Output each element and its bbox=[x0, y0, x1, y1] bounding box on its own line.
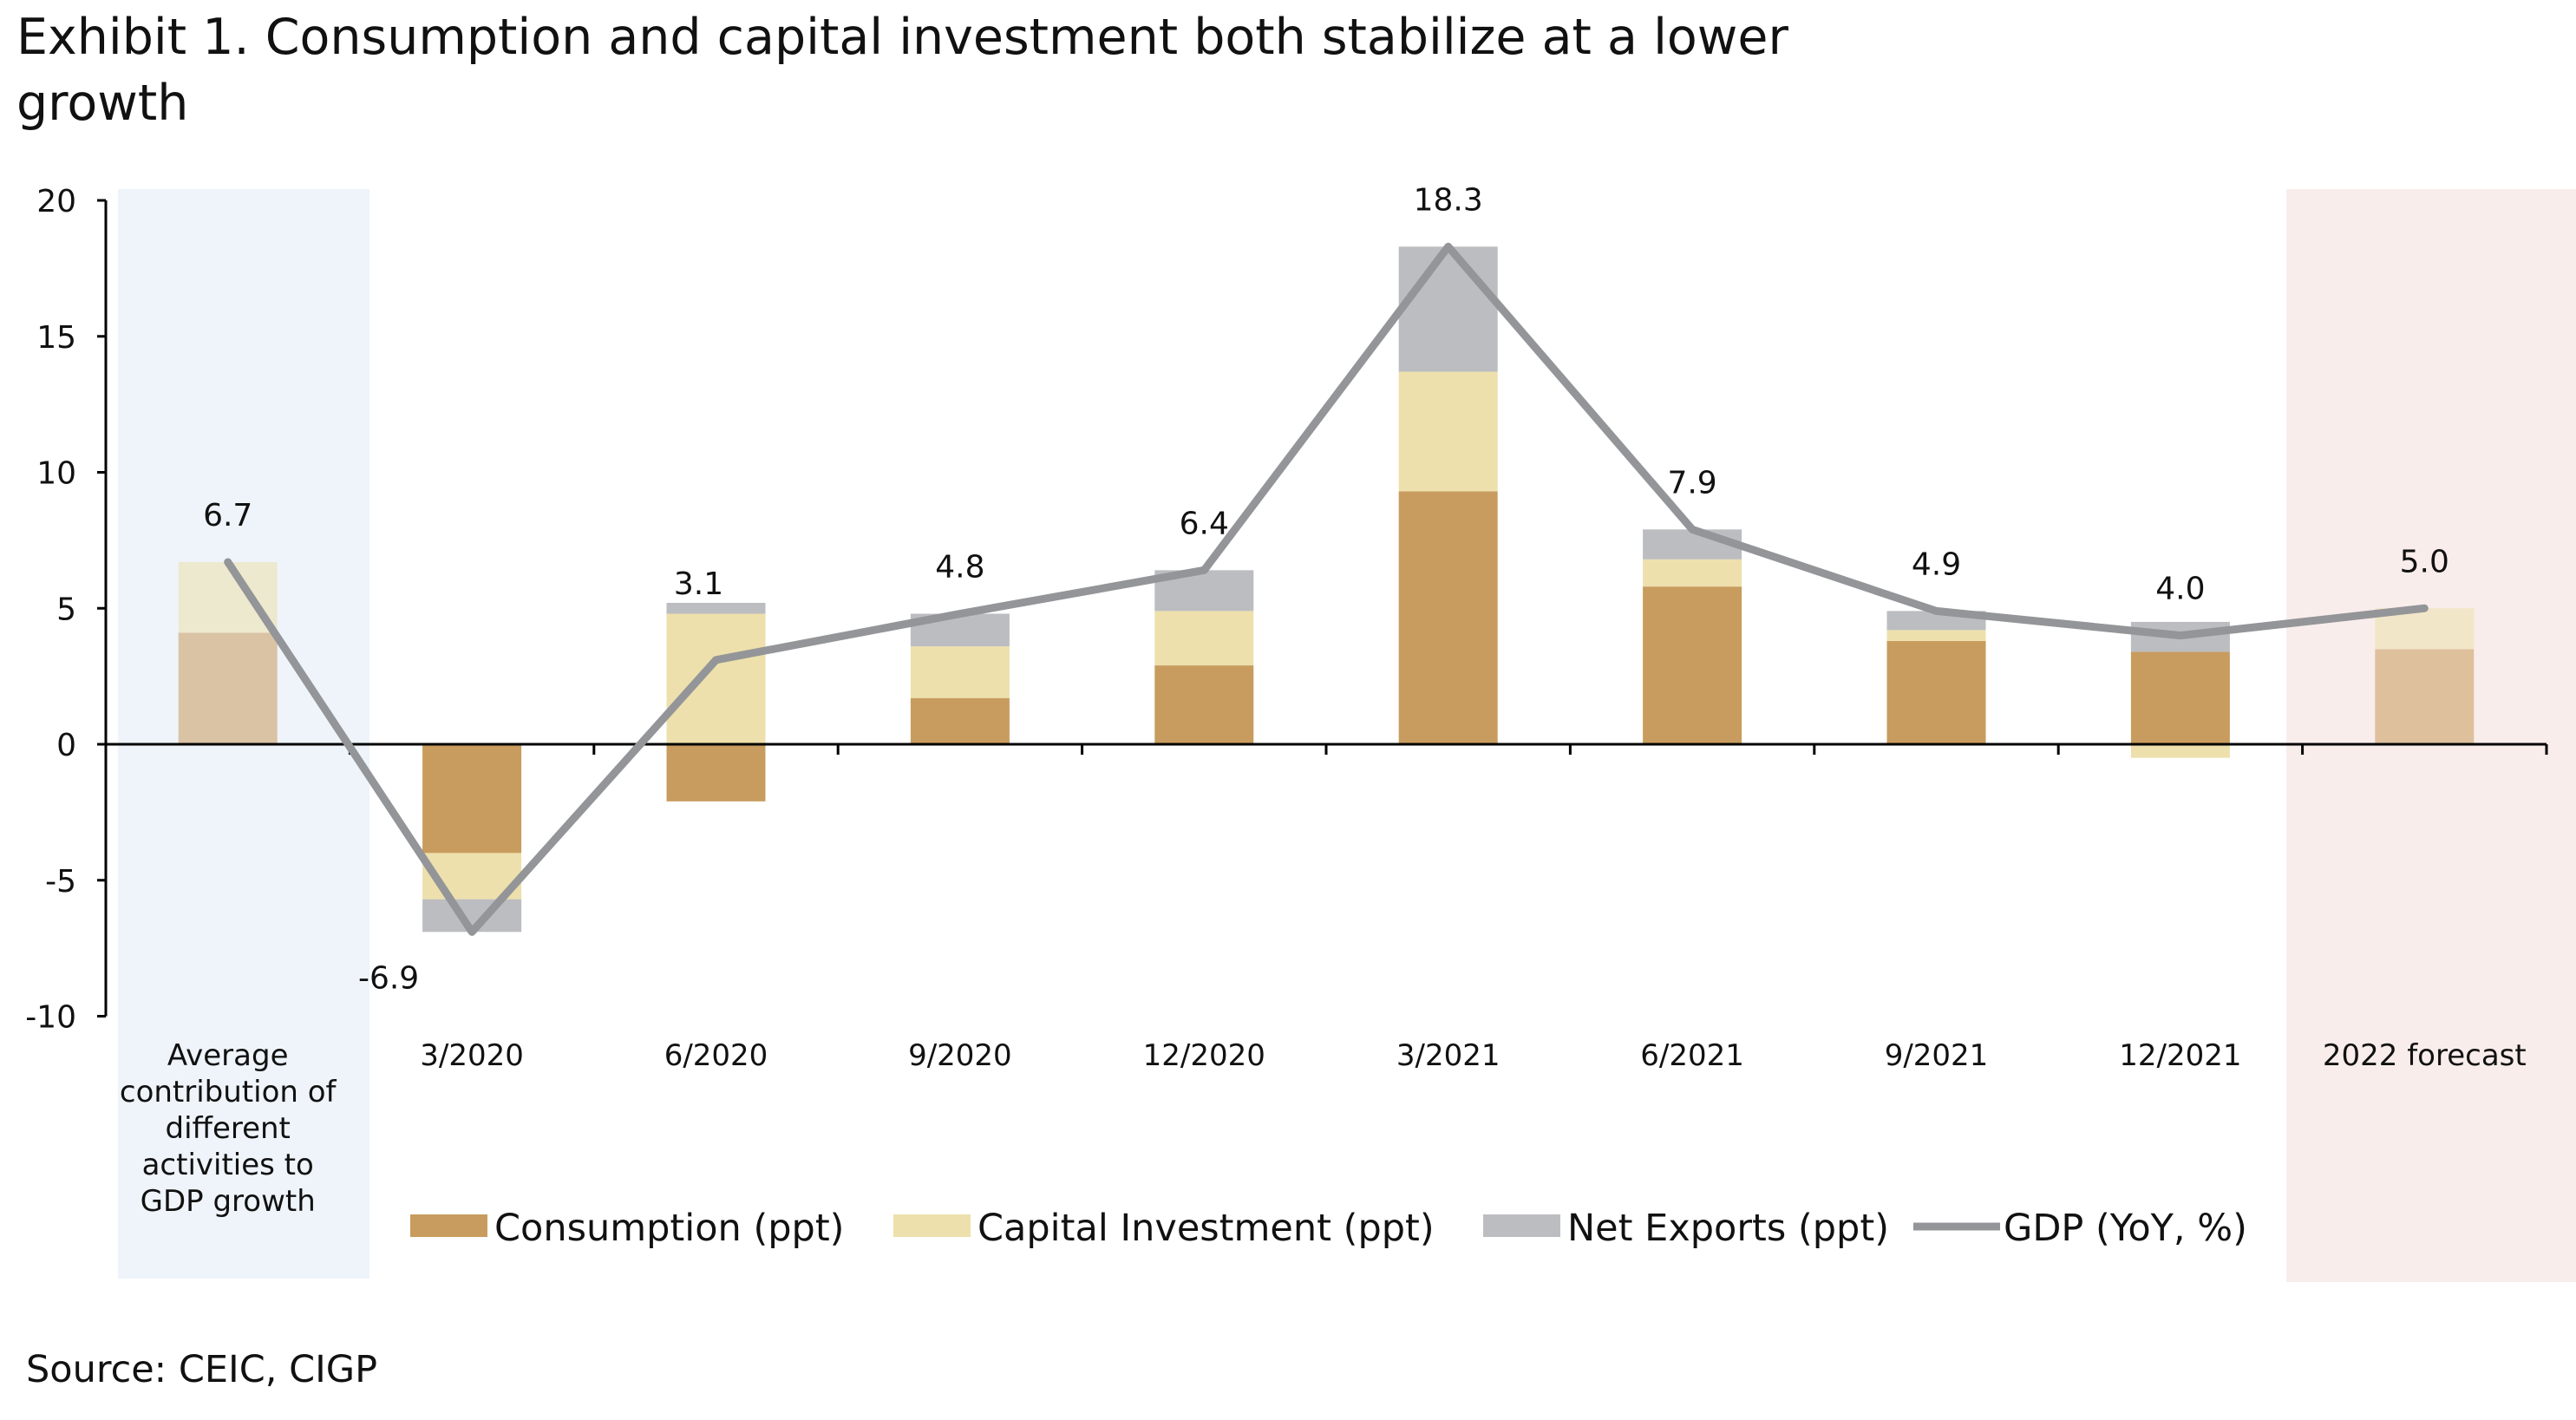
legend-label-capital-investment: Capital Investment (ppt) bbox=[977, 1207, 1435, 1250]
legend-swatch-consumption bbox=[410, 1214, 487, 1237]
y-tick-label: 5 bbox=[56, 592, 76, 627]
data-label-3: 4.8 bbox=[935, 550, 984, 586]
bar-net-5 bbox=[1398, 246, 1498, 372]
gdp-line-group bbox=[224, 242, 2429, 936]
bar-consumption-1 bbox=[422, 744, 522, 854]
x-category-label: contribution of bbox=[120, 1075, 337, 1109]
x-category-label: 6/2021 bbox=[1640, 1038, 1744, 1073]
bar-consumption-9 bbox=[2375, 649, 2475, 744]
data-label-6: 7.9 bbox=[1667, 465, 1716, 501]
x-category-label: activities to bbox=[142, 1148, 314, 1182]
x-category-label: 12/2021 bbox=[2119, 1038, 2241, 1073]
bar-capital-3 bbox=[910, 646, 1010, 698]
bar-consumption-2 bbox=[666, 744, 766, 802]
bar-capital-6 bbox=[1643, 559, 1742, 587]
legend-label-gdp: GDP (YoY, %) bbox=[2004, 1207, 2247, 1250]
x-category-label: Average bbox=[167, 1038, 289, 1073]
x-category-label: 12/2020 bbox=[1143, 1038, 1265, 1073]
legend-label-net-exports: Net Exports (ppt) bbox=[1567, 1207, 1889, 1250]
bars bbox=[118, 189, 2576, 1282]
bar-capital-0 bbox=[178, 561, 278, 633]
y-tick-label: 15 bbox=[36, 320, 76, 356]
bar-consumption-8 bbox=[2130, 651, 2230, 744]
data-label-4: 6.4 bbox=[1180, 506, 1229, 541]
data-label-8: 4.0 bbox=[2155, 572, 2205, 607]
bar-consumption-3 bbox=[910, 697, 1010, 744]
legend-label-consumption: Consumption (ppt) bbox=[494, 1207, 844, 1250]
data-label-2: 3.1 bbox=[674, 566, 723, 602]
legend-swatch-net-exports bbox=[1483, 1214, 1560, 1237]
bar-net-2 bbox=[666, 602, 766, 614]
bar-capital-2 bbox=[666, 613, 766, 744]
bar-consumption-6 bbox=[1643, 586, 1742, 744]
x-category-label: 3/2020 bbox=[420, 1038, 524, 1073]
gdp-line bbox=[224, 242, 2429, 936]
data-label-1: -6.9 bbox=[358, 960, 419, 996]
y-tick-label: -5 bbox=[45, 864, 76, 900]
x-category-label: 9/2020 bbox=[908, 1038, 1012, 1073]
legend-swatch-capital-investment bbox=[893, 1214, 971, 1237]
y-tick-label: -10 bbox=[25, 1000, 76, 1036]
bar-capital-8 bbox=[2130, 744, 2230, 758]
x-category-label: different bbox=[165, 1111, 290, 1146]
y-tick-label: 10 bbox=[36, 456, 76, 492]
bar-capital-7 bbox=[1886, 630, 1986, 641]
bar-consumption-7 bbox=[1886, 640, 1986, 744]
bar-capital-5 bbox=[1398, 371, 1498, 492]
legend: Consumption (ppt) Capital Investment (pp… bbox=[410, 1207, 2247, 1250]
chart-title-line-1: Exhibit 1. Consumption and capital inves… bbox=[16, 9, 1788, 66]
bar-capital-4 bbox=[1154, 611, 1254, 666]
y-tick-label: 0 bbox=[56, 728, 76, 763]
axes: 20 15 10 5 0 -5 -10 bbox=[25, 184, 2548, 1036]
x-category-label: GDP growth bbox=[141, 1184, 316, 1219]
data-label-5: 18.3 bbox=[1414, 182, 1483, 218]
x-category-label: 2022 forecast bbox=[2323, 1038, 2527, 1073]
forecast-highlight-band bbox=[2286, 189, 2576, 1282]
x-category-label: 9/2021 bbox=[1885, 1038, 1989, 1073]
y-tick-label: 20 bbox=[36, 184, 76, 219]
data-label-7: 4.9 bbox=[1912, 546, 1961, 582]
bar-consumption-0 bbox=[178, 632, 278, 744]
source-note: Source: CEIC, CIGP bbox=[26, 1348, 377, 1391]
x-category-label: 3/2021 bbox=[1396, 1038, 1500, 1073]
chart-title-line-2: growth bbox=[16, 75, 188, 132]
average-highlight-band bbox=[118, 189, 369, 1279]
data-label-0: 6.7 bbox=[203, 498, 252, 533]
x-category-label: 6/2020 bbox=[664, 1038, 768, 1073]
data-label-9: 5.0 bbox=[2400, 544, 2449, 579]
bar-consumption-4 bbox=[1154, 665, 1254, 744]
data-labels: 6.7 -6.9 3.1 4.8 6.4 18.3 7.9 4.9 4.0 5.0 bbox=[203, 182, 2449, 996]
bar-consumption-5 bbox=[1398, 491, 1498, 744]
